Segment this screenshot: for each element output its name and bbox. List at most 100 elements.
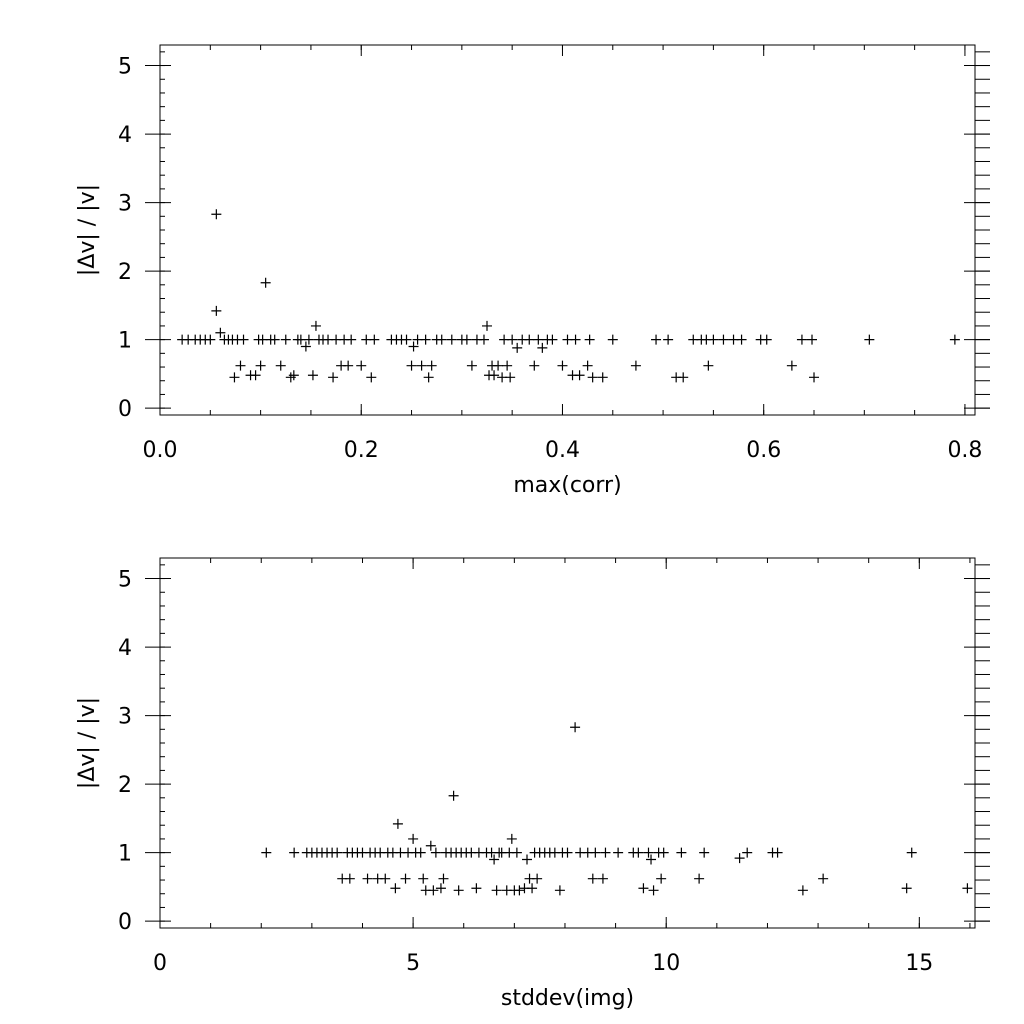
data-point — [524, 334, 535, 345]
data-points — [261, 722, 973, 896]
data-point — [471, 883, 482, 894]
data-point — [461, 334, 472, 345]
data-point — [362, 873, 373, 884]
y-tick-label: 5 — [118, 568, 132, 593]
data-point — [288, 370, 299, 381]
data-point — [489, 854, 500, 865]
data-point — [280, 334, 291, 345]
x-tick-label: 0.6 — [746, 438, 781, 463]
data-point — [630, 360, 641, 371]
plot-frame — [159, 44, 976, 416]
data-point — [901, 883, 912, 894]
data-point — [554, 885, 565, 896]
data-point — [261, 847, 272, 858]
data-point — [694, 873, 705, 884]
data-point — [522, 854, 533, 865]
y-tick-label: 0 — [118, 910, 132, 935]
data-point — [235, 360, 246, 371]
data-point — [761, 334, 772, 345]
data-point — [512, 342, 523, 353]
data-point — [533, 334, 544, 345]
data-point — [597, 873, 608, 884]
data-point — [505, 372, 516, 383]
data-point — [238, 334, 249, 345]
data-point — [818, 873, 829, 884]
data-point — [797, 885, 808, 896]
data-point — [346, 334, 357, 345]
data-point — [511, 847, 522, 858]
data-point — [344, 873, 355, 884]
data-point — [328, 372, 339, 383]
data-point — [678, 372, 689, 383]
data-point — [416, 360, 427, 371]
data-point — [493, 360, 504, 371]
data-point — [742, 847, 753, 858]
x-tick-label: 0.8 — [947, 438, 982, 463]
data-point — [532, 873, 543, 884]
tick-labels: 0.0 0.2 0.4 0.6 0.8 0 1 2 3 4 5 — [118, 55, 982, 463]
data-point — [366, 372, 377, 383]
tick-marks — [145, 45, 990, 415]
data-point — [587, 873, 598, 884]
data-point — [506, 833, 517, 844]
data-point — [807, 334, 817, 345]
x-tick-label: 0.4 — [545, 438, 580, 463]
data-point — [300, 341, 311, 352]
data-point — [507, 334, 518, 345]
y-tick-label: 2 — [118, 773, 132, 798]
bottom-scatter-panel: 0 5 10 15 0 1 2 3 4 5 stddev(img) |Δv| / |v| — [75, 557, 990, 1011]
data-point — [718, 334, 729, 345]
data-point — [489, 370, 500, 381]
data-point — [537, 342, 548, 353]
data-point — [401, 334, 412, 345]
tick-labels: 0 5 10 15 0 1 2 3 4 5 — [118, 568, 933, 976]
data-point — [658, 847, 669, 858]
data-point — [557, 360, 568, 371]
top-scatter-panel: 0.0 0.2 0.4 0.6 0.8 0 1 2 3 4 5 max(corr) |Δv| / |… — [75, 44, 990, 498]
data-point — [269, 334, 280, 345]
data-point — [303, 334, 314, 345]
data-point — [390, 883, 401, 894]
data-point — [260, 277, 271, 288]
y-tick-label: 2 — [118, 260, 132, 285]
x-tick-label: 0.2 — [344, 438, 379, 463]
x-tick-label: 5 — [406, 951, 420, 976]
data-point — [607, 334, 618, 345]
data-point — [215, 327, 226, 338]
data-point — [408, 833, 419, 844]
data-point — [310, 320, 321, 331]
data-point — [435, 883, 446, 894]
data-point — [438, 873, 449, 884]
data-point — [949, 334, 960, 345]
data-point — [734, 853, 745, 864]
data-point — [656, 873, 667, 884]
x-tick-label: 10 — [652, 951, 680, 976]
data-point — [574, 370, 585, 381]
data-point — [420, 334, 431, 345]
data-point — [332, 847, 343, 858]
data-point — [275, 360, 286, 371]
data-point — [547, 334, 558, 345]
data-point — [676, 847, 687, 858]
y-tick-label: 1 — [118, 329, 132, 354]
data-point — [736, 334, 747, 345]
data-point — [651, 334, 662, 345]
data-point — [430, 847, 441, 858]
y-axis-label: |Δv| / |v| — [75, 697, 100, 789]
data-point — [478, 334, 489, 345]
data-point — [211, 209, 222, 220]
data-point — [529, 360, 540, 371]
data-point — [250, 370, 261, 381]
data-point — [962, 883, 973, 894]
data-point — [453, 885, 464, 896]
data-point — [613, 847, 624, 858]
data-point — [436, 334, 447, 345]
data-point — [570, 722, 581, 733]
data-point — [562, 847, 573, 858]
data-point — [428, 885, 439, 896]
data-point — [708, 334, 719, 345]
x-tick-label: 0.0 — [143, 438, 178, 463]
data-point — [703, 360, 714, 371]
data-point — [796, 334, 807, 345]
